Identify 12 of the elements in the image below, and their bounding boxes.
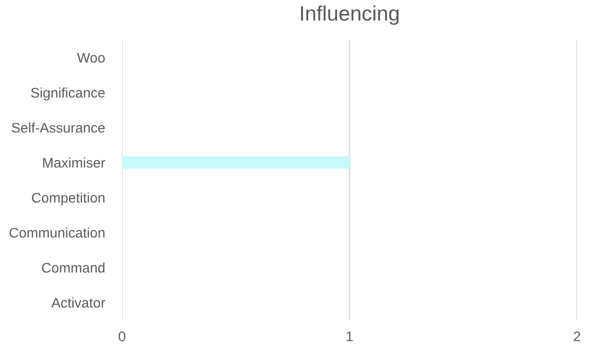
y-tick-label: Self-Assurance — [12, 122, 105, 133]
chart-title: Influencing — [301, 5, 399, 25]
y-tick-label: Woo — [77, 52, 105, 63]
y-tick-label: Activator — [51, 297, 106, 308]
y-tick-label: Competition — [32, 192, 104, 206]
y-tick-label: Significance — [31, 87, 105, 100]
y-tick-label: Maximiser — [43, 157, 106, 168]
y-tick-label: Command — [42, 262, 104, 273]
x-tick-label: 1 — [346, 332, 353, 342]
x-tick-label: 2 — [574, 331, 580, 342]
y-tick-label: Communication — [10, 227, 104, 238]
x-tick-label: 0 — [118, 331, 126, 342]
